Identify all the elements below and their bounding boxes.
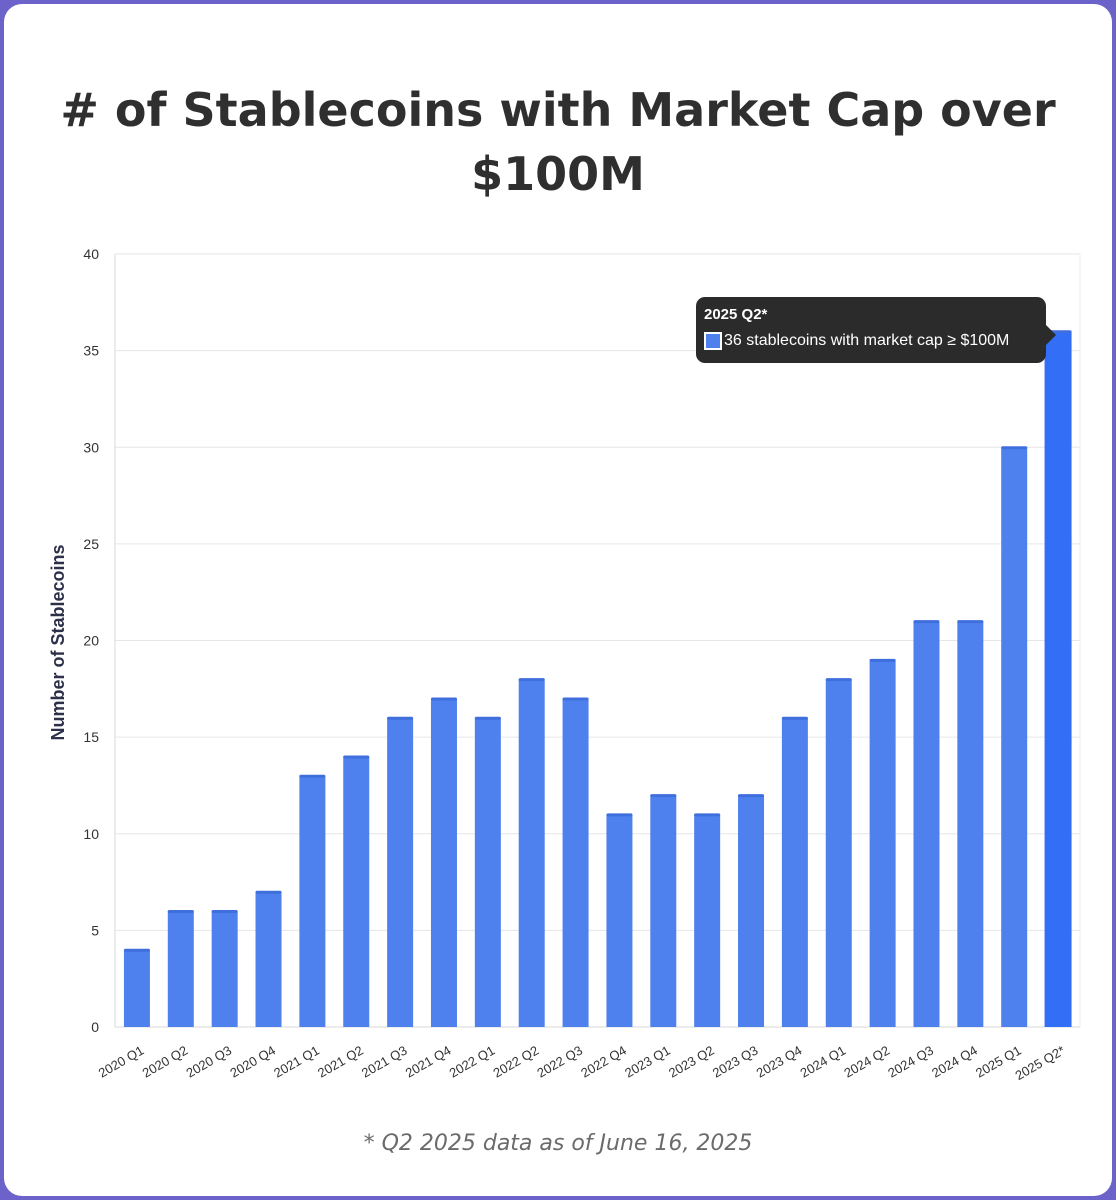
- y-tick-label: 25: [83, 536, 99, 552]
- bar-cap: [825, 678, 852, 682]
- bar-cap: [211, 910, 238, 914]
- x-tick-label: 2024 Q1: [798, 1043, 849, 1081]
- bar-2023-q4: [781, 717, 808, 1027]
- x-tick-label: 2021 Q2: [315, 1043, 366, 1081]
- tooltip-swatch: [704, 332, 722, 350]
- x-tick-label: 2024 Q3: [885, 1043, 936, 1081]
- x-tick-label: 2022 Q3: [534, 1043, 585, 1081]
- bar-2020-q2: [167, 911, 194, 1027]
- bar-cap: [781, 716, 808, 720]
- x-tick-label: 2024 Q2: [841, 1043, 892, 1081]
- x-tick-label: 2021 Q1: [271, 1043, 322, 1081]
- bar-cap: [694, 813, 721, 817]
- bar-cap: [562, 697, 589, 701]
- x-tick-label: 2023 Q1: [622, 1043, 673, 1081]
- bar-cap: [606, 813, 633, 817]
- x-tick-label: 2023 Q4: [754, 1043, 805, 1081]
- tooltip-text: 36 stablecoins with market cap ≥ $100M: [724, 332, 1010, 349]
- bar-2023-q2: [694, 814, 721, 1027]
- x-tick-label: 2022 Q4: [578, 1043, 629, 1081]
- bar-cap: [255, 890, 282, 894]
- y-tick-label: 20: [83, 633, 99, 649]
- bar-2022-q2: [518, 679, 545, 1027]
- y-tick-label: 15: [83, 729, 99, 745]
- bar-2022-q3: [562, 698, 589, 1027]
- x-tick-label: 2023 Q2: [666, 1043, 717, 1081]
- x-tick-label: 2021 Q3: [359, 1043, 410, 1081]
- bar-cap: [430, 697, 457, 701]
- x-tick-label: 2022 Q2: [491, 1043, 542, 1081]
- bar-cap: [913, 620, 940, 624]
- x-tick-label: 2024 Q4: [929, 1043, 980, 1081]
- x-tick-label: 2025 Q2*: [1012, 1043, 1067, 1083]
- x-tick-label: 2020 Q3: [183, 1043, 234, 1081]
- tooltip-row: 36 stablecoins with market cap ≥ $100M: [704, 332, 1038, 350]
- y-tick-label: 35: [83, 343, 99, 359]
- x-tick-label: 2021 Q4: [403, 1043, 454, 1081]
- bar-cap: [518, 678, 545, 682]
- chart-title: # of Stablecoins with Market Cap over $1…: [60, 83, 1056, 201]
- y-tick-label: 40: [83, 246, 99, 262]
- y-tick-label: 10: [83, 826, 99, 842]
- bar-2021-q3: [387, 717, 414, 1027]
- x-tick-label: 2020 Q1: [96, 1043, 147, 1081]
- x-tick-label: 2023 Q3: [710, 1043, 761, 1081]
- bar-cap: [123, 948, 150, 952]
- bar-cap: [474, 716, 501, 720]
- tooltip: 2025 Q2* 36 stablecoins with market cap …: [696, 297, 1056, 363]
- bar-cap: [957, 620, 984, 624]
- bar-2023-q3: [738, 795, 765, 1027]
- bar-2020-q3: [211, 911, 238, 1027]
- bar-2022-q4: [606, 814, 633, 1027]
- bar-2024-q4: [957, 621, 984, 1027]
- bar-cap: [869, 658, 896, 662]
- bar-cap: [167, 910, 194, 914]
- bar-cap: [343, 755, 370, 759]
- x-tick-label: 2020 Q4: [227, 1043, 278, 1081]
- bar-cap: [299, 774, 326, 778]
- bar-2021-q1: [299, 775, 326, 1027]
- bar-2024-q1: [825, 679, 852, 1027]
- bar-2025-q1: [1001, 447, 1028, 1027]
- y-axis-title: Number of Stablecoins: [48, 544, 68, 740]
- bar-2023-q1: [650, 795, 677, 1027]
- bar-2020-q4: [255, 891, 282, 1027]
- bar-2021-q4: [430, 698, 457, 1027]
- bar-cap: [1001, 446, 1028, 450]
- footnote: * Q2 2025 data as of June 16, 2025: [363, 1131, 753, 1156]
- bar-2024-q3: [913, 621, 940, 1027]
- bar-cap: [650, 794, 677, 798]
- bar-2024-q2: [869, 659, 896, 1027]
- x-tick-label: 2020 Q2: [140, 1043, 191, 1081]
- bar-cap: [387, 716, 414, 720]
- bar-2025-q2: [1044, 331, 1072, 1027]
- bar-2022-q1: [474, 717, 501, 1027]
- bar-2020-q1: [123, 949, 150, 1027]
- x-tick-label: 2022 Q1: [447, 1043, 498, 1081]
- tooltip-title: 2025 Q2*: [704, 306, 768, 323]
- y-tick-label: 30: [83, 439, 99, 455]
- bar-cap: [738, 794, 765, 798]
- y-tick-label: 5: [91, 922, 99, 938]
- bar-2021-q2: [343, 756, 370, 1027]
- y-tick-label: 0: [91, 1019, 99, 1035]
